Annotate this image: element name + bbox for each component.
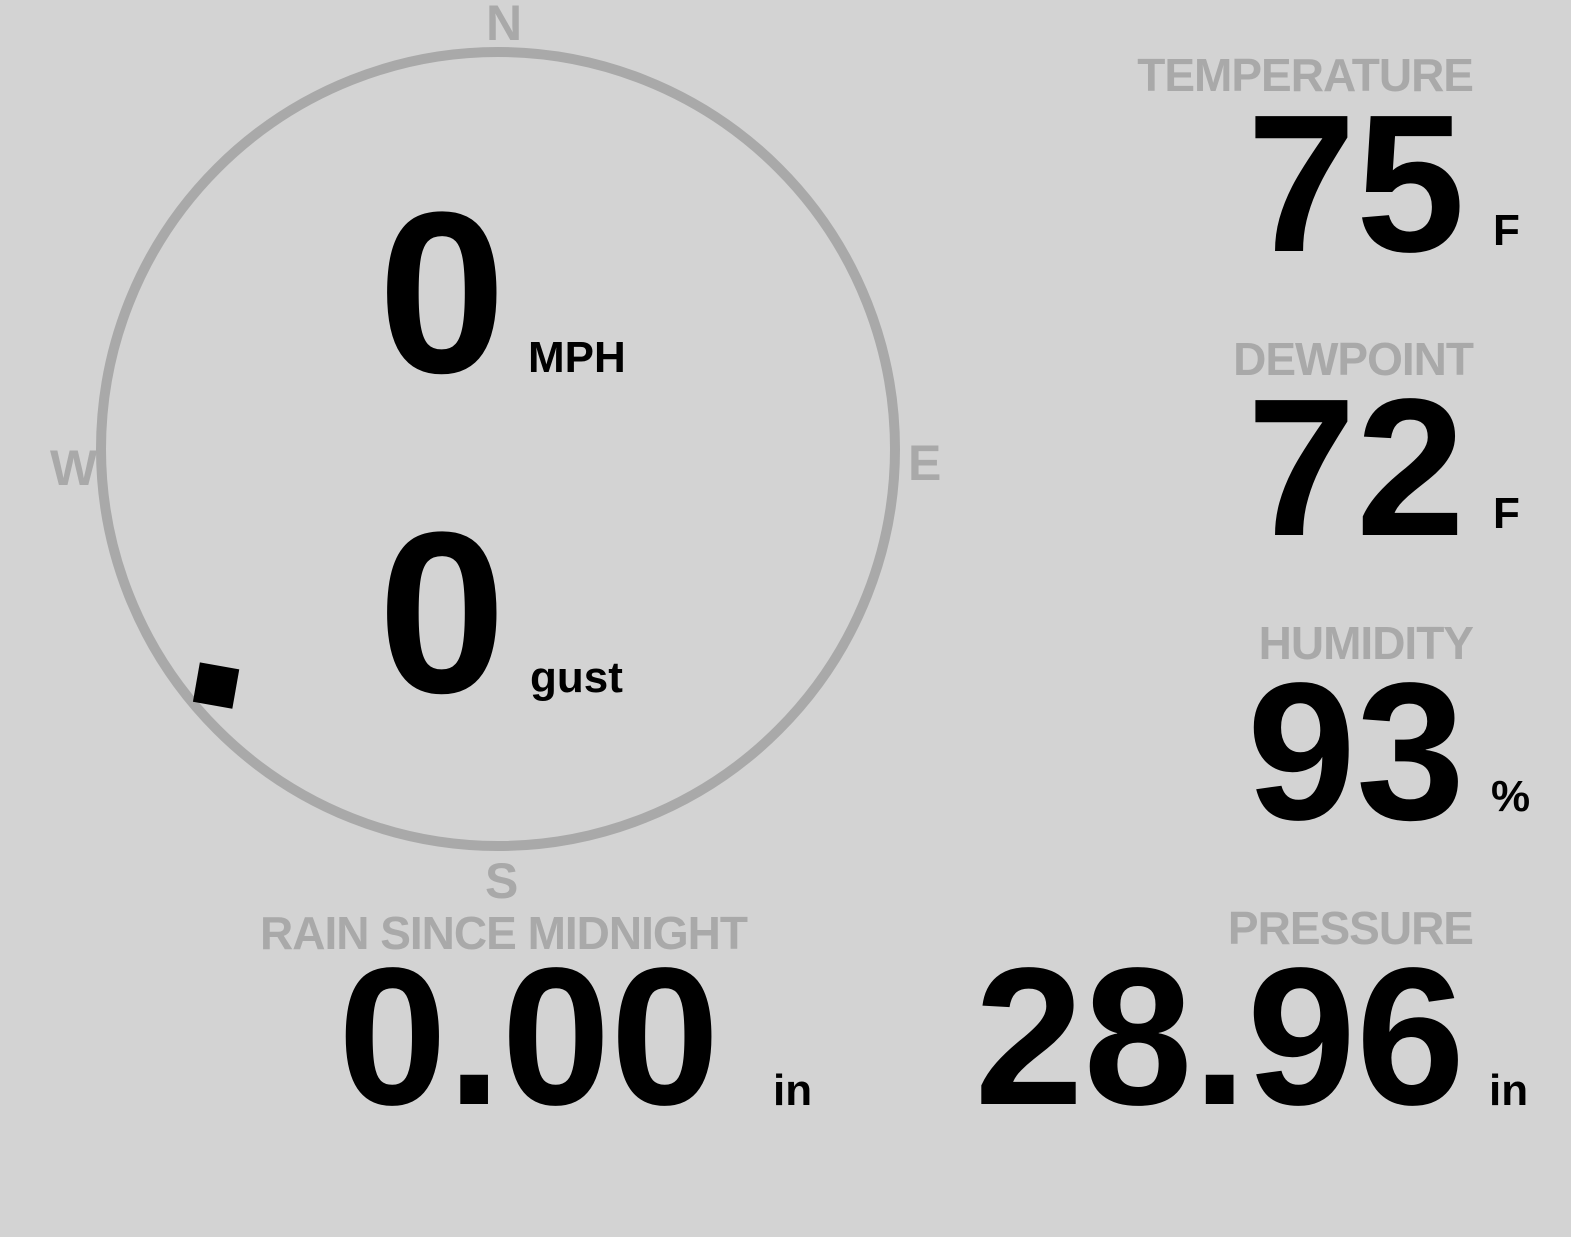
rain-value: 0.00	[338, 927, 720, 1146]
humidity-value: 93	[1246, 642, 1465, 861]
compass-north-label: N	[486, 0, 523, 51]
temperature-value: 75	[1246, 74, 1465, 293]
wind-direction-marker	[192, 662, 240, 709]
wind-compass	[96, 47, 900, 851]
wind-speed-value: 0	[378, 164, 506, 421]
wind-speed-unit: MPH	[528, 333, 626, 382]
wind-gust-value: 0	[378, 484, 506, 741]
rain-unit: in	[773, 1066, 813, 1115]
compass-south-label: S	[485, 853, 519, 909]
dewpoint-label: DEWPOINT	[1233, 333, 1474, 385]
temperature-unit: F	[1493, 206, 1520, 255]
compass-west-label: W	[50, 440, 98, 496]
compass-east-label: E	[908, 435, 942, 491]
compass-ring	[96, 47, 900, 851]
pressure-unit: in	[1489, 1066, 1529, 1115]
humidity-unit: %	[1491, 772, 1531, 821]
temperature-label: TEMPERATURE	[1137, 49, 1474, 101]
pressure-label: PRESSURE	[1227, 902, 1474, 954]
pressure-value: 28.96	[974, 927, 1465, 1146]
wind-gust-unit: gust	[530, 653, 623, 702]
dewpoint-unit: F	[1493, 489, 1520, 538]
rain-label: RAIN SINCE MIDNIGHT	[260, 907, 748, 959]
humidity-label: HUMIDITY	[1258, 617, 1474, 669]
dewpoint-value: 72	[1246, 358, 1465, 577]
